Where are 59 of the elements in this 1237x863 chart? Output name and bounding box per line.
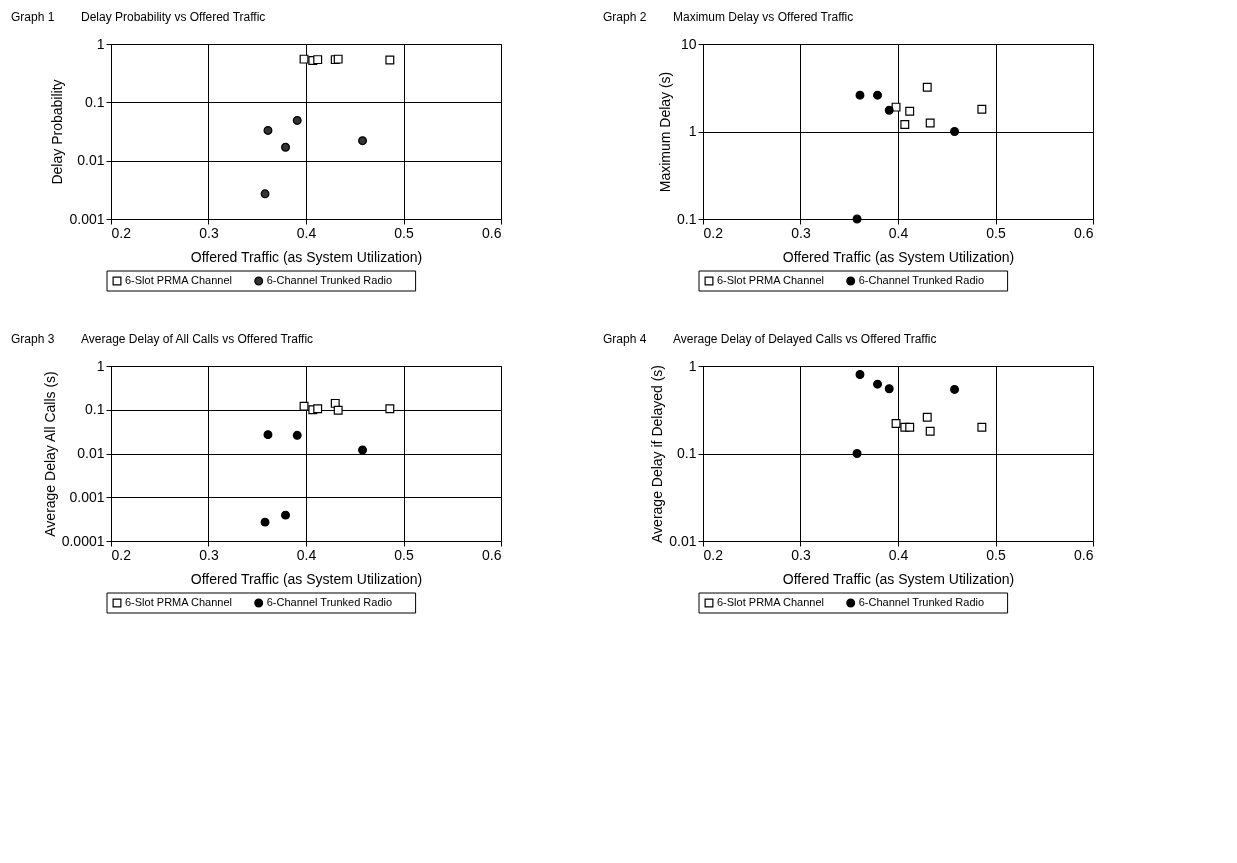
chart-subtitle: Average Delay of All Calls vs Offered Traffic [81,332,314,346]
legend-label: 6-Slot PRMA Channel [717,596,824,608]
legend-label: 6-Channel Trunked Radio [266,596,393,608]
x-axis-title: Offered Traffic (as System Utilization) [782,570,1015,587]
legend-label: 6-Channel Trunked Radio [858,274,985,286]
y-axis-title: Average Delay if Delayed (s) [649,365,666,543]
legend-label: 6-Slot PRMA Channel [125,596,232,608]
y-tick-label: 0.0001 [61,532,105,549]
chart-subtitle: Average Delay of Delayed Calls vs Offered Traffic [673,332,937,346]
x-tick-label: 0.4 [296,546,317,563]
x-tick-label: 0.6 [482,546,502,563]
chart-subtitle: Maximum Delay vs Offered Traffic [673,10,854,24]
legend-label: 6-Channel Trunked Radio [266,274,393,286]
y-tick-label: 1 [688,123,697,139]
x-tick-label: 0.3 [199,546,219,563]
y-tick-label: 0.01 [669,532,697,549]
x-axis-title: Offered Traffic (as System Utilization) [782,248,1015,265]
x-tick-label: 0.4 [888,224,909,241]
y-axis-title: Delay Probability [49,79,66,185]
y-tick-label: 1 [688,357,697,374]
x-tick-label: 0.6 [1074,546,1094,563]
y-tick-label: 0.1 [677,210,697,227]
x-tick-label: 0.2 [111,224,132,241]
chart-subtitle: Delay Probability vs Offered Traffic [81,10,266,24]
y-tick-label: 0.1 [85,93,105,110]
x-tick-label: 0.5 [394,546,414,563]
legend-label: 6-Slot PRMA Channel [125,274,232,286]
y-tick-label: 1 [96,35,105,52]
y-tick-label: 1 [96,357,105,374]
legend-label: 6-Channel Trunked Radio [858,596,985,608]
y-axis-title: Average Delay All Calls (s) [41,371,58,537]
x-tick-label: 0.6 [1074,224,1094,241]
x-tick-label: 0.4 [296,224,317,241]
x-tick-label: 0.3 [791,224,811,241]
y-tick-label: 10 [680,35,697,52]
y-tick-label: 0.1 [677,445,697,461]
x-axis-title: Offered Traffic (as System Utilization) [190,248,423,265]
x-tick-label: 0.6 [482,224,502,241]
y-tick-label: 0.01 [77,445,105,461]
legend-label: 6-Slot PRMA Channel [717,274,824,286]
y-tick-label: 0.01 [77,152,105,169]
y-tick-label: 0.001 [69,210,105,227]
chart-title: Graph 4 [603,332,647,346]
y-axis-title: Maximum Delay (s) [657,71,674,193]
x-tick-label: 0.3 [199,224,219,241]
x-tick-label: 0.4 [888,546,909,563]
x-tick-label: 0.3 [791,546,811,563]
y-tick-label: 0.001 [69,488,105,505]
x-tick-label: 0.5 [394,224,414,241]
x-axis-title: Offered Traffic (as System Utilization) [190,570,423,587]
chart-title: Graph 2 [603,10,647,24]
y-tick-label: 0.1 [85,401,105,418]
x-tick-label: 0.2 [703,224,724,241]
chart-title: Graph 1 [11,10,55,24]
chart-title: Graph 3 [11,332,55,346]
x-tick-label: 0.2 [111,546,132,563]
x-tick-label: 0.2 [703,546,724,563]
x-tick-label: 0.5 [986,546,1006,563]
x-tick-label: 0.5 [986,224,1006,241]
